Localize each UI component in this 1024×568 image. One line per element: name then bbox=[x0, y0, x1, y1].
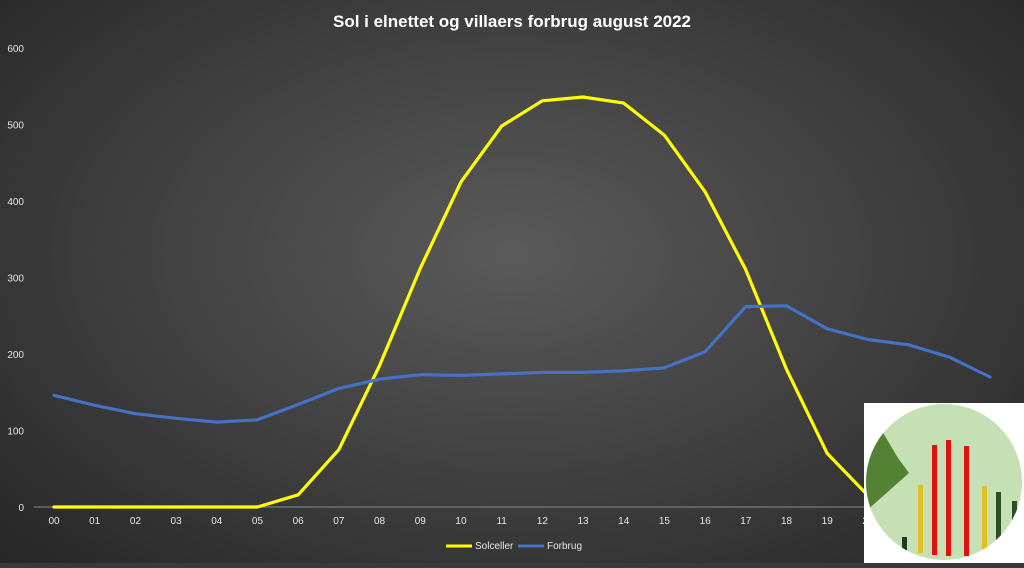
x-tick-label: 15 bbox=[659, 516, 671, 527]
logo-arrow-shape bbox=[866, 431, 909, 513]
y-tick-label: 200 bbox=[7, 350, 24, 361]
x-tick-label: 02 bbox=[130, 516, 142, 527]
x-tick-label: 01 bbox=[89, 516, 101, 527]
y-tick-label: 0 bbox=[18, 503, 24, 514]
x-tick-label: 03 bbox=[171, 516, 183, 527]
x-axis-ticks: 00 01 02 03 04 05 06 07 08 09 10 11 12 13 14 15 16 17 18 19… bbox=[48, 516, 996, 527]
series-lines bbox=[52, 95, 992, 509]
logo-bar bbox=[996, 492, 1001, 553]
x-tick-label: 11 bbox=[496, 516, 507, 527]
x-tick-label: 07 bbox=[333, 516, 345, 527]
x-tick-label: 05 bbox=[252, 516, 264, 527]
logo-bar bbox=[1012, 501, 1017, 553]
legend-label-solceller: Solceller bbox=[475, 541, 514, 552]
x-tick-label: 00 bbox=[48, 516, 60, 527]
logo-bar bbox=[932, 445, 937, 555]
x-tick-label: 12 bbox=[537, 516, 549, 527]
y-tick-label: 500 bbox=[7, 121, 24, 132]
x-tick-label: 06 bbox=[293, 516, 305, 527]
x-tick-label: 18 bbox=[781, 516, 793, 527]
y-tick-label: 400 bbox=[7, 197, 24, 208]
series-line-forbrug bbox=[52, 304, 992, 424]
logo-bar bbox=[982, 486, 987, 553]
y-axis-ticks: 0 100 200 300 400 500 600 bbox=[7, 44, 24, 514]
y-tick-label: 600 bbox=[7, 44, 24, 55]
logo-bar bbox=[946, 440, 951, 556]
x-tick-label: 14 bbox=[618, 516, 630, 527]
x-tick-label: 08 bbox=[374, 516, 386, 527]
x-tick-label: 19 bbox=[822, 516, 834, 527]
logo-bar bbox=[902, 537, 907, 551]
logo bbox=[864, 403, 1024, 563]
x-tick-label: 10 bbox=[455, 516, 467, 527]
x-tick-label: 09 bbox=[415, 516, 427, 527]
bar-chart-logo-icon bbox=[866, 404, 1022, 560]
logo-bar bbox=[918, 485, 923, 553]
legend: Solceller Forbrug bbox=[446, 541, 582, 552]
x-tick-label: 17 bbox=[740, 516, 752, 527]
x-tick-label: 04 bbox=[211, 516, 223, 527]
series-line-solceller bbox=[52, 95, 992, 509]
chart-title: Sol i elnettet og villaers forbrug augus… bbox=[333, 12, 691, 31]
y-tick-label: 100 bbox=[7, 427, 24, 438]
x-tick-label: 16 bbox=[700, 516, 712, 527]
y-tick-label: 300 bbox=[7, 274, 24, 285]
logo-bar bbox=[964, 446, 969, 556]
x-tick-label: 13 bbox=[577, 516, 589, 527]
legend-label-forbrug: Forbrug bbox=[547, 541, 582, 552]
